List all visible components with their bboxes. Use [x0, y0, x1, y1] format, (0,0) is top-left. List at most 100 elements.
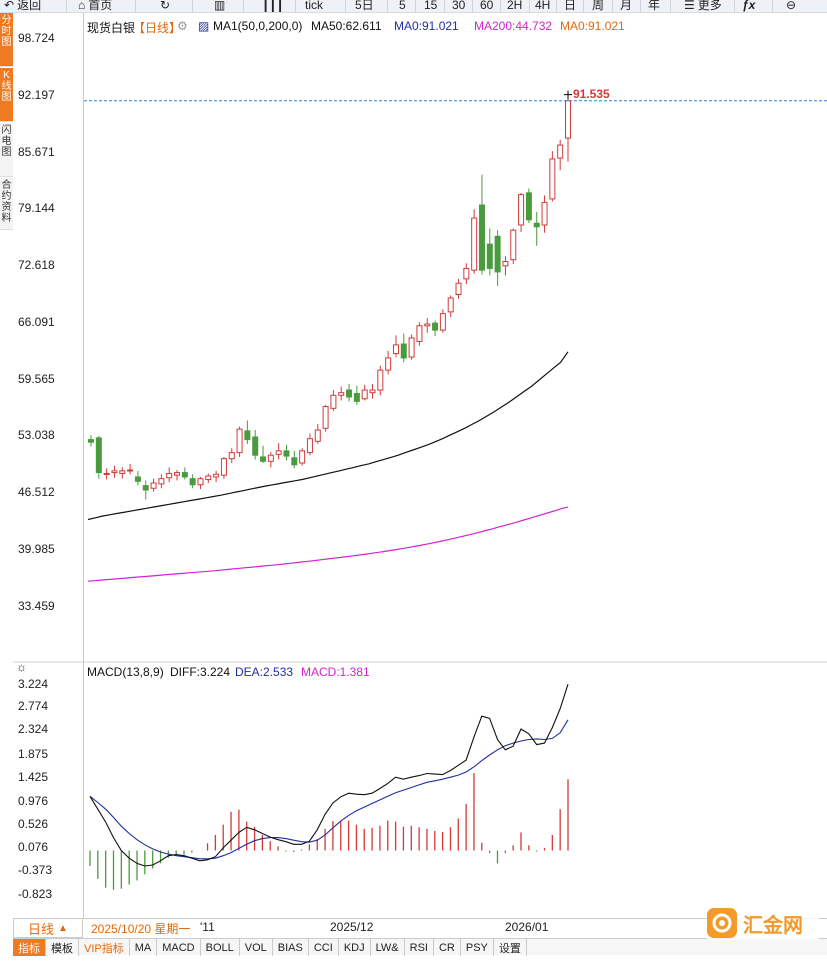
period-15min[interactable]: 15 — [424, 0, 438, 12]
settings-gear-icon[interactable]: ⚙ — [177, 19, 188, 33]
tab-intraday[interactable]: 分时图 — [0, 13, 13, 67]
tab-vip-indicator[interactable]: VIP指标 — [79, 939, 130, 956]
tab-template[interactable]: 模板 — [46, 939, 79, 956]
ma50-value: MA50:62.611 — [311, 19, 382, 33]
price-tick-label: 85.671 — [18, 145, 55, 159]
period-week[interactable]: 周 — [592, 0, 605, 12]
candle-up — [463, 267, 470, 280]
period-year[interactable]: 年 — [648, 0, 661, 12]
tab-rsi[interactable]: RSI — [405, 939, 434, 956]
left-view-tabs: 分时图 K线图 闪电图 合约资料 — [0, 13, 13, 230]
price-tick-label: 46.512 — [18, 485, 55, 499]
period-day[interactable]: 日 — [564, 0, 577, 12]
price-tick-label: 98.724 — [18, 31, 55, 45]
candlestick-icon: ┃┃┃ — [262, 0, 284, 12]
period-5day[interactable]: 5日 — [355, 0, 374, 12]
macd-settings-icon[interactable]: ☼ — [16, 660, 27, 674]
back-arrow-icon: ↶ — [4, 0, 15, 12]
home-button[interactable]: ⌂ 首页 — [78, 0, 112, 12]
tab-cci[interactable]: CCI — [309, 939, 339, 956]
candle-up — [220, 458, 227, 476]
tab-psy[interactable]: PSY — [461, 939, 494, 956]
period-select-button[interactable]: 日线 ▲ — [13, 918, 83, 938]
candle-up — [416, 325, 423, 342]
price-tick-label: 92.197 — [18, 88, 55, 102]
macd-tick-label: 0.976 — [18, 794, 49, 808]
candle-up — [150, 482, 157, 489]
candle-up — [236, 428, 243, 454]
price-tick-label: 72.618 — [18, 258, 55, 272]
price-tick-label: 33.459 — [18, 599, 55, 613]
period-30min[interactable]: 30 — [452, 0, 466, 12]
ma-indicator-icon[interactable]: ▨ — [198, 19, 210, 33]
tab-macd[interactable]: MACD — [157, 939, 201, 956]
candle-up — [455, 282, 462, 295]
candle-down — [181, 472, 188, 478]
zoom-out-icon: ⊖ — [786, 0, 797, 12]
tab-flash-chart[interactable]: 闪电图 — [0, 123, 13, 177]
tab-kdj[interactable]: KDJ — [339, 939, 371, 956]
period-tick[interactable]: tick — [305, 0, 323, 12]
indicator-tab-bar: 指标 模板 VIP指标 MA MACD BOLL VOL BIAS CCI KD… — [13, 938, 827, 956]
candle-up — [174, 472, 181, 476]
period-60min[interactable]: 60 — [480, 0, 494, 12]
candle-up — [322, 406, 329, 429]
period-4h[interactable]: 4H — [535, 0, 551, 12]
candle-down — [525, 192, 532, 221]
macd-tick-label: 0.076 — [18, 840, 49, 854]
candle-up — [549, 158, 556, 200]
macd-tick-label: 3.224 — [18, 677, 49, 691]
tab-cr[interactable]: CR — [434, 939, 461, 956]
candle-down — [244, 430, 251, 441]
back-button[interactable]: ↶ 返回 — [4, 0, 41, 12]
candle-type-button[interactable]: ┃┃┃ — [262, 0, 284, 12]
tab-ma[interactable]: MA — [130, 939, 158, 956]
candle-up — [439, 313, 446, 331]
candle-down — [346, 389, 353, 398]
x-tick-label: 2025/12 — [330, 920, 374, 934]
tab-indicator[interactable]: 指标 — [13, 939, 46, 956]
tab-bias[interactable]: BIAS — [273, 939, 309, 956]
macd-diff-line — [89, 684, 569, 867]
period-2h[interactable]: 2H — [507, 0, 523, 12]
fx-icon: ƒx — [742, 0, 756, 12]
tab-vol[interactable]: VOL — [240, 939, 273, 956]
candle-up — [565, 100, 571, 139]
candle-up — [330, 394, 337, 409]
candle-down — [533, 222, 540, 228]
cursor-date: 2025/10/20 星期一 — [91, 922, 191, 936]
symbol-name: 现货白银 — [87, 21, 136, 35]
ma50-line — [87, 351, 569, 521]
macd-dea-line — [89, 719, 569, 860]
period-month[interactable]: 月 — [620, 0, 633, 12]
formula-button[interactable]: ƒx — [742, 0, 755, 12]
ma0-value-a: MA0:91.021 — [394, 19, 459, 33]
candle-up — [205, 475, 212, 481]
candle-up — [299, 450, 306, 464]
tab-kline[interactable]: K线图 — [0, 68, 13, 122]
y-axis-line — [83, 13, 84, 920]
refresh-button[interactable]: ↻ — [160, 0, 170, 12]
tab-contract-info[interactable]: 合约资料 — [0, 178, 13, 230]
tab-lw[interactable]: LW& — [371, 939, 405, 956]
candle-down — [494, 235, 501, 273]
candle-up — [228, 452, 235, 460]
period-5min[interactable]: 5 — [399, 0, 406, 12]
candle-up — [314, 429, 321, 442]
macd-tick-label: -0.373 — [18, 863, 53, 877]
candle-up — [111, 470, 118, 474]
candle-up — [213, 473, 220, 478]
more-button[interactable]: ☰ 更多 — [684, 0, 722, 12]
candle-up — [541, 201, 548, 226]
tab-settings[interactable]: 设置 — [494, 939, 527, 956]
candle-down — [189, 478, 196, 486]
price-tick-label: 66.091 — [18, 315, 55, 329]
zoom-out-button[interactable]: ⊖ — [786, 0, 796, 12]
candle-chart-button[interactable]: ▥ — [214, 0, 225, 12]
price-tick-label: 53.038 — [18, 428, 55, 442]
candle-up — [408, 337, 415, 358]
candle-up — [424, 323, 431, 327]
candle-up — [338, 392, 345, 396]
tab-boll[interactable]: BOLL — [201, 939, 240, 956]
